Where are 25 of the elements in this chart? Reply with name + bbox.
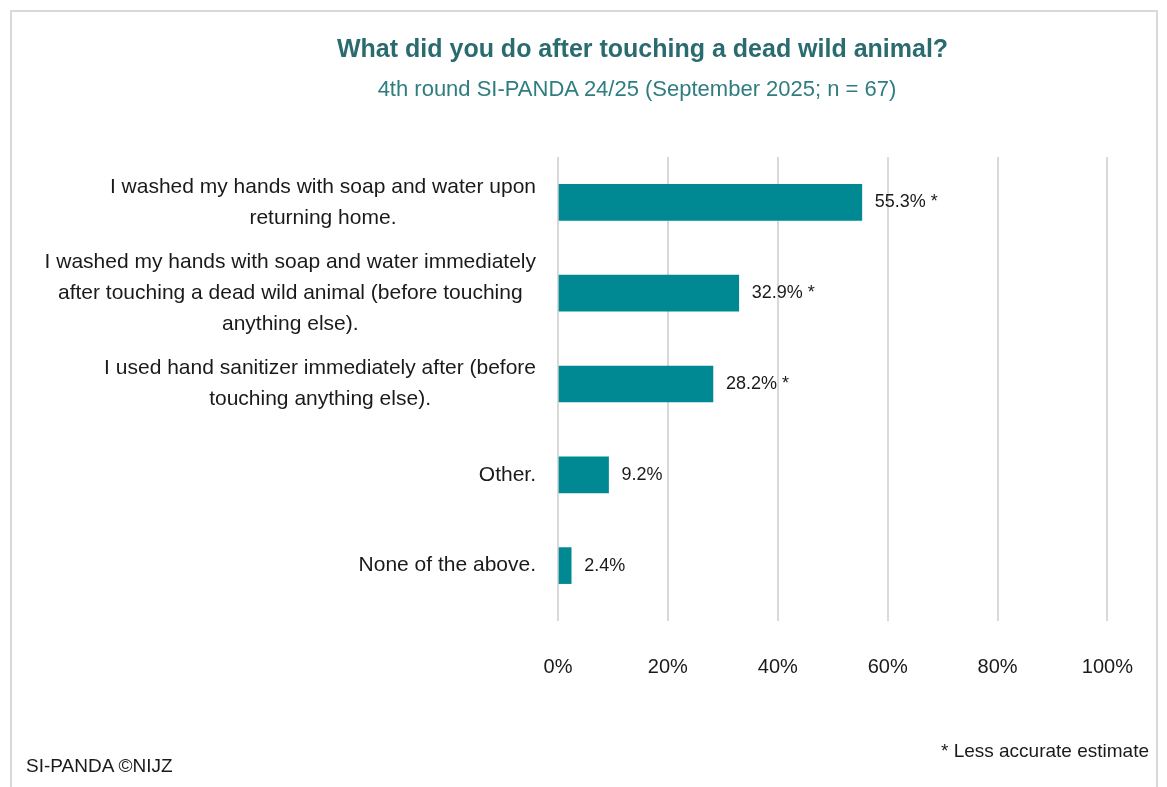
y-tick-label: Other. [478,461,536,485]
chart-title: What did you do after touching a dead wild animal? [337,34,949,63]
text: SI-PANDA ©NIJZ [26,755,173,777]
x-tick-label: 40% [757,654,798,677]
y-tick-label: I washed my hands with soap and water immediately after touching a dead wild animal (before touching anything else). [44,249,537,334]
y-tick-label: I used hand sanitizer immediately after (before touching anything else). [104,355,536,410]
bar [558,547,572,584]
x-tick-label: 80% [977,654,1018,677]
x-tick-label: 60% [867,654,908,677]
data-label: 55.3% * [874,191,938,212]
y-tick-label: None of the above. [358,552,536,576]
bar [558,184,863,221]
x-tick-label: 20% [647,654,689,677]
chart-subtitle: 4th round SI-PANDA 24/25 (September 2025; n = 67) [376,76,898,102]
text: * Less accurate estimate [940,740,1149,762]
bar [558,456,609,494]
y-tick-label: I washed my hands with soap and water upon returning home. [109,173,536,228]
bar [558,274,740,312]
data-label: 32.9% * [751,282,815,303]
data-label: 9.2% [621,463,663,484]
data-label: 28.2% * [725,372,789,393]
x-tick-label: 0% [543,654,573,677]
bar [558,365,714,403]
data-label: 2.4% [584,554,626,575]
x-tick-label: 100% [1081,654,1134,677]
